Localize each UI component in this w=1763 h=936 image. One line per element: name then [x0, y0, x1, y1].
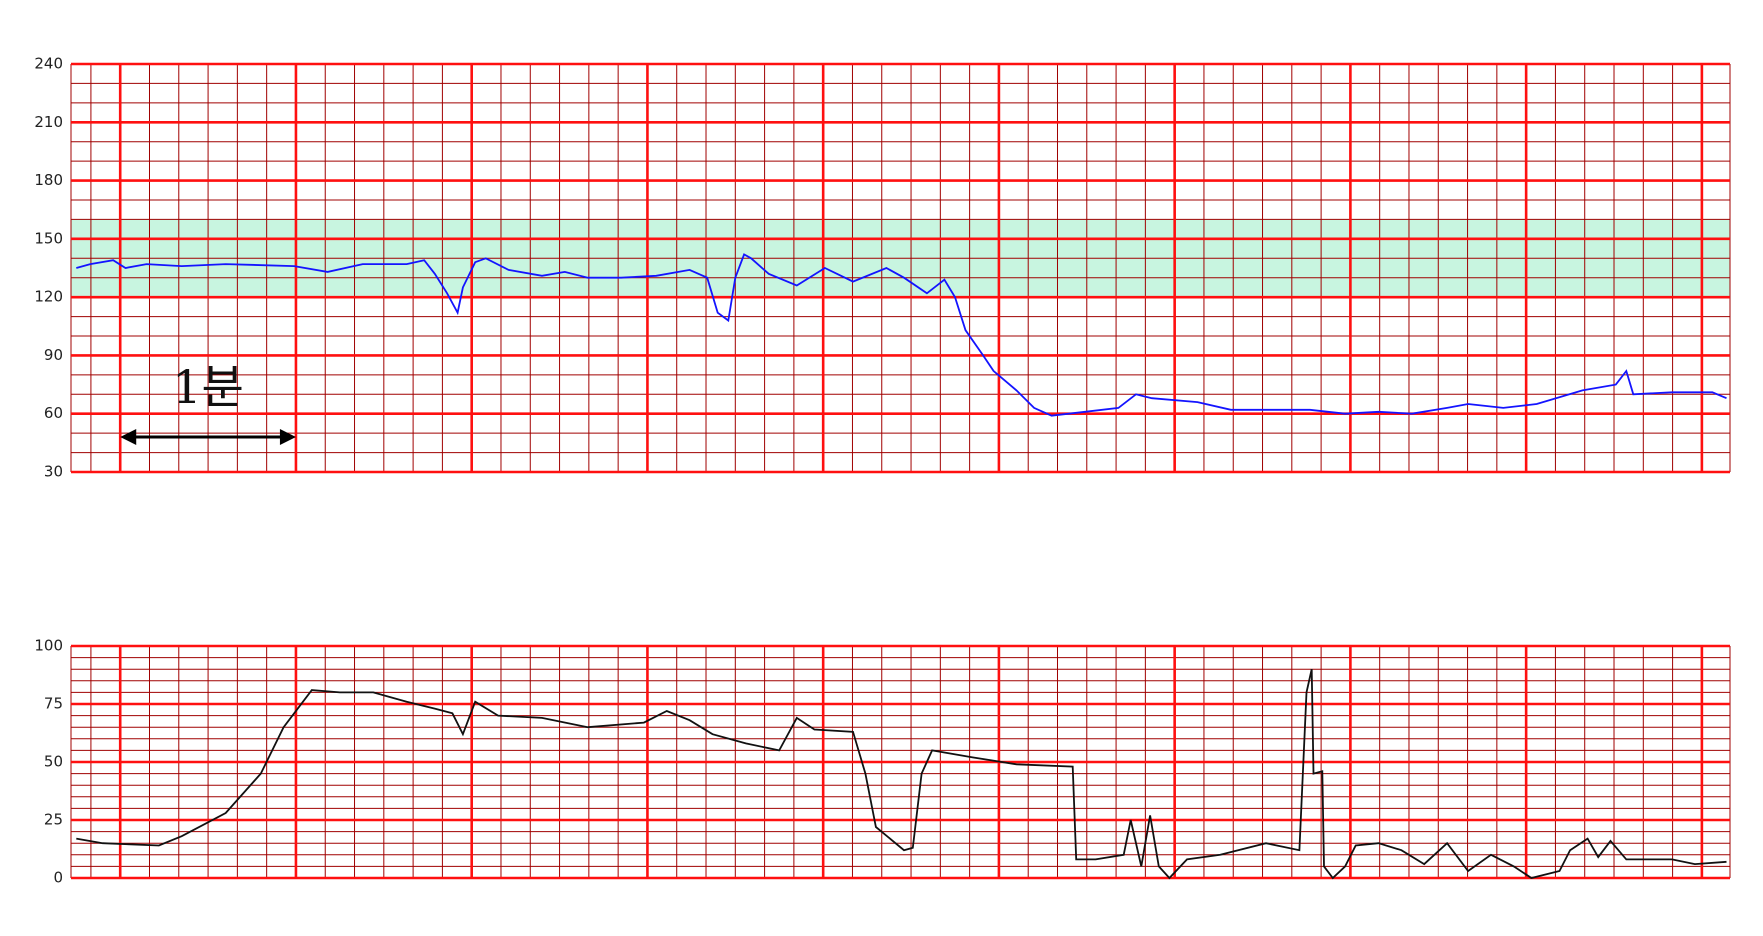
arrow-head — [120, 429, 137, 445]
data-line — [76, 669, 1727, 880]
y-tick-label: 120 — [34, 288, 63, 306]
y-tick-label: 25 — [44, 811, 63, 829]
y-tick-label: 50 — [44, 753, 63, 771]
annotation: 1분 — [172, 360, 244, 414]
y-tick-label: 60 — [44, 404, 63, 422]
y-tick-label: 210 — [34, 113, 63, 131]
y-tick-label: 90 — [44, 346, 63, 364]
y-tick-label: 240 — [34, 55, 63, 73]
y-tick-label: 30 — [44, 463, 63, 481]
y-tick-label: 0 — [53, 869, 63, 887]
y-tick-label: 75 — [44, 695, 63, 713]
y-tick-label: 150 — [34, 229, 63, 247]
y-tick-label: 100 — [34, 637, 63, 655]
y-tick-label: 180 — [34, 171, 63, 189]
arrow-head — [279, 429, 296, 445]
data-line — [76, 253, 1727, 417]
